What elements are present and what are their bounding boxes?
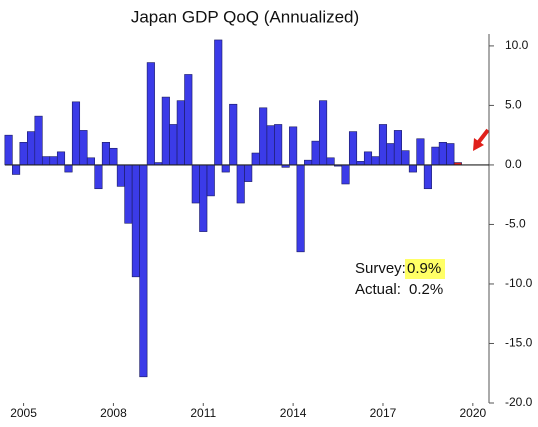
bar <box>251 152 260 166</box>
bar <box>146 62 155 166</box>
bar <box>19 142 28 166</box>
bar <box>371 156 380 166</box>
survey-label: Survey: <box>355 260 406 277</box>
bar <box>266 125 275 166</box>
bar <box>259 107 268 166</box>
bar <box>27 131 36 166</box>
bar <box>326 157 335 166</box>
bar <box>311 140 320 166</box>
bar <box>139 164 148 378</box>
bar <box>386 143 395 166</box>
y-tick-label: 10.0 <box>505 38 529 52</box>
bar <box>116 164 125 187</box>
bar <box>423 164 432 190</box>
bar <box>438 142 447 166</box>
bar <box>289 126 298 166</box>
bar <box>348 131 358 166</box>
y-tick-label: -5.0 <box>505 217 526 231</box>
x-tick-label: 2008 <box>100 406 127 420</box>
arrow <box>473 128 490 151</box>
bar <box>431 146 440 166</box>
bar <box>446 143 455 166</box>
bar <box>244 164 253 182</box>
bar <box>199 164 208 232</box>
x-tick-label: 2017 <box>370 406 397 420</box>
bar <box>416 138 425 166</box>
bar <box>71 101 81 166</box>
bar <box>206 164 215 197</box>
bar <box>229 103 238 166</box>
bar <box>56 151 66 166</box>
x-tick-label: 2014 <box>280 406 307 420</box>
bar <box>4 134 13 166</box>
bar <box>274 124 283 166</box>
bar <box>304 159 313 166</box>
bar <box>408 164 417 173</box>
actual-label: Actual: <box>355 281 401 298</box>
bar <box>221 164 230 173</box>
bar <box>109 147 118 166</box>
bar <box>79 130 88 166</box>
bar <box>236 164 245 204</box>
bar <box>363 151 373 166</box>
highlight <box>405 259 445 279</box>
bar <box>41 156 51 166</box>
bar <box>124 164 133 224</box>
bar <box>176 100 185 166</box>
bar <box>378 124 388 166</box>
chart-title: Japan GDP QoQ (Annualized) <box>131 7 359 26</box>
bar <box>401 150 410 166</box>
x-tick-label: 2020 <box>459 406 486 420</box>
bar <box>49 156 58 166</box>
bar <box>34 115 43 166</box>
bar <box>184 74 193 166</box>
bar <box>94 164 103 190</box>
y-tick-label: -20.0 <box>505 395 533 409</box>
bar <box>12 164 21 175</box>
y-tick-label: 0.0 <box>505 157 522 171</box>
bar <box>341 164 350 185</box>
actual-value: 0.2% <box>409 281 443 298</box>
y-tick-label: -15.0 <box>505 336 533 350</box>
x-tick-label: 2005 <box>10 406 37 420</box>
bar <box>86 157 96 166</box>
y-tick-label: -10.0 <box>505 276 533 290</box>
bar <box>131 164 140 278</box>
survey-value: 0.9% <box>407 260 441 277</box>
bar <box>296 164 305 253</box>
bar <box>64 164 73 173</box>
bar <box>319 100 328 166</box>
x-tick-label: 2011 <box>190 406 216 420</box>
bar <box>393 130 402 166</box>
y-tick-label: 5.0 <box>505 98 522 112</box>
bar <box>161 96 170 166</box>
bar <box>191 164 200 204</box>
bar <box>169 124 178 166</box>
bar <box>101 142 110 166</box>
bar <box>214 39 223 166</box>
